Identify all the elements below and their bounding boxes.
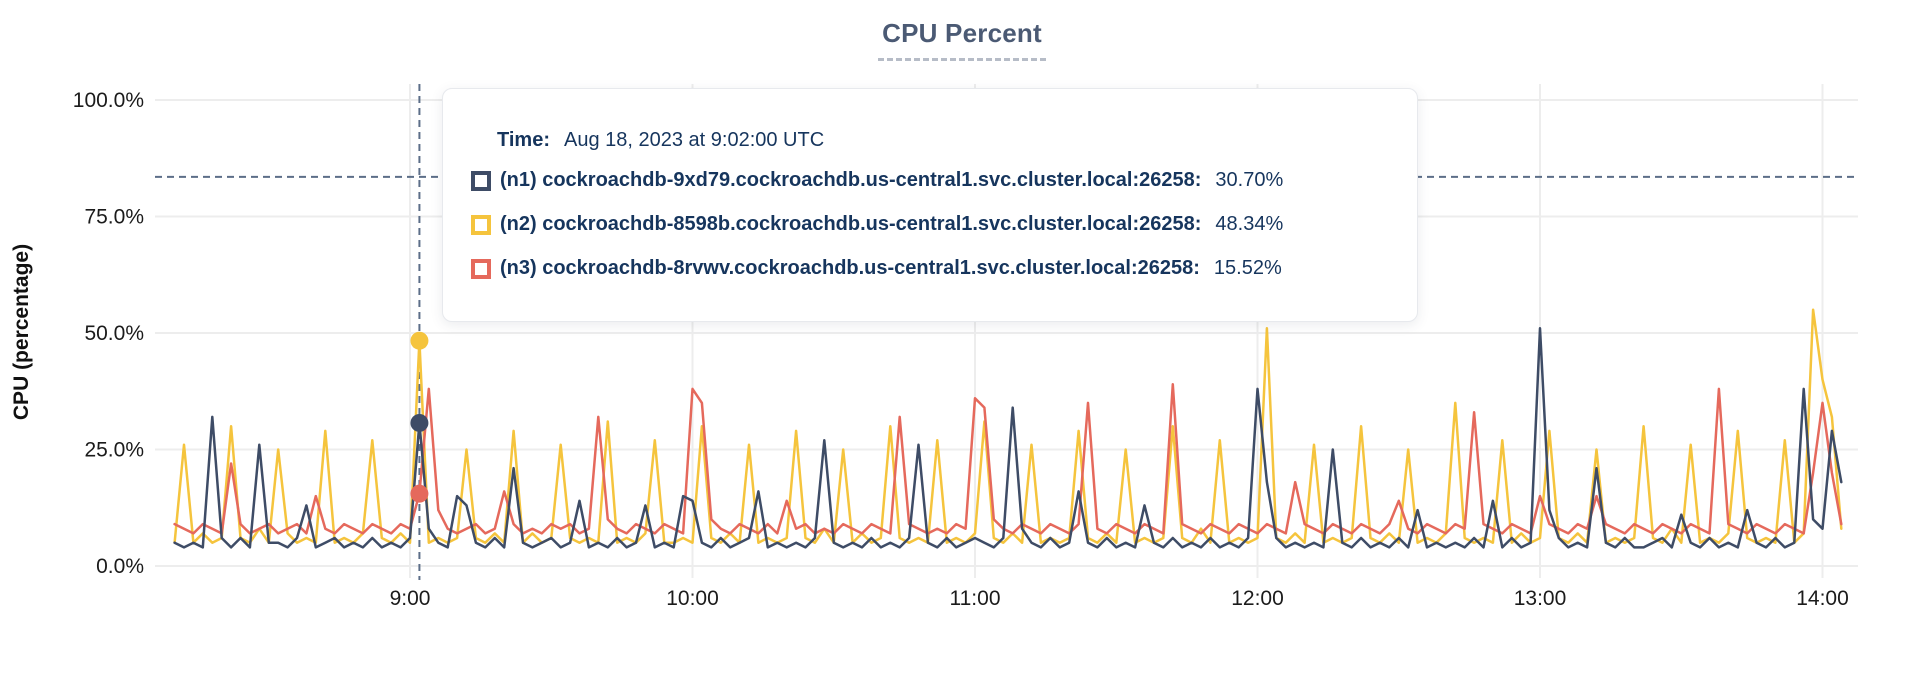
chart-title[interactable]: CPU Percent xyxy=(878,18,1046,61)
tooltip-series-value: 30.70% xyxy=(1215,169,1284,191)
hover-dot-n1 xyxy=(410,413,429,432)
series-line-n2 xyxy=(173,308,1843,544)
x-tick-label: 10:00 xyxy=(666,587,719,610)
x-tick-label: 12:00 xyxy=(1231,587,1284,610)
tooltip-time-label: Time: xyxy=(497,129,550,151)
x-tick-label: 9:00 xyxy=(390,587,431,610)
tooltip-series-row: (n2) cockroachdb-8598b.cockroachdb.us-ce… xyxy=(471,213,1387,236)
tooltip-series-value: 15.52% xyxy=(1213,257,1282,279)
series-n1-swatch-icon xyxy=(471,170,491,191)
y-tick-label: 50.0% xyxy=(84,322,144,345)
x-tick-label: 13:00 xyxy=(1514,587,1567,610)
tooltip-series-label: (n1) cockroachdb-9xd79.cockroachdb.us-ce… xyxy=(500,169,1202,191)
hover-dot-n2 xyxy=(410,331,429,350)
series-line-n1 xyxy=(173,327,1843,549)
tooltip-series-value: 48.34% xyxy=(1215,213,1284,235)
tooltip-time-row: Time: Aug 18, 2023 at 9:02:00 UTC xyxy=(497,129,1387,152)
y-tick-label: 75.0% xyxy=(84,206,144,229)
tooltip-time-value: Aug 18, 2023 at 9:02:00 UTC xyxy=(563,129,825,151)
series-n2-swatch-icon xyxy=(471,214,491,235)
x-tick-label: 11:00 xyxy=(950,587,1001,610)
series-line-n3 xyxy=(173,383,1843,535)
hover-dot-n3 xyxy=(410,484,429,503)
chart-tooltip: Time: Aug 18, 2023 at 9:02:00 UTC (n1) co… xyxy=(442,88,1418,322)
series-n3-swatch-icon xyxy=(471,258,491,279)
x-tick-label: 14:00 xyxy=(1796,587,1849,610)
y-tick-label: 100.0% xyxy=(73,89,144,112)
y-tick-label: 25.0% xyxy=(84,439,144,462)
tooltip-series-row: (n3) cockroachdb-8rvwv.cockroachdb.us-ce… xyxy=(471,257,1387,280)
tooltip-series-row: (n1) cockroachdb-9xd79.cockroachdb.us-ce… xyxy=(471,169,1387,192)
chart-title-wrap: CPU Percent xyxy=(0,18,1924,61)
tooltip-series-label: (n3) cockroachdb-8rvwv.cockroachdb.us-ce… xyxy=(500,257,1200,279)
y-tick-label: 0.0% xyxy=(96,555,144,578)
tooltip-series-label: (n2) cockroachdb-8598b.cockroachdb.us-ce… xyxy=(500,213,1202,235)
